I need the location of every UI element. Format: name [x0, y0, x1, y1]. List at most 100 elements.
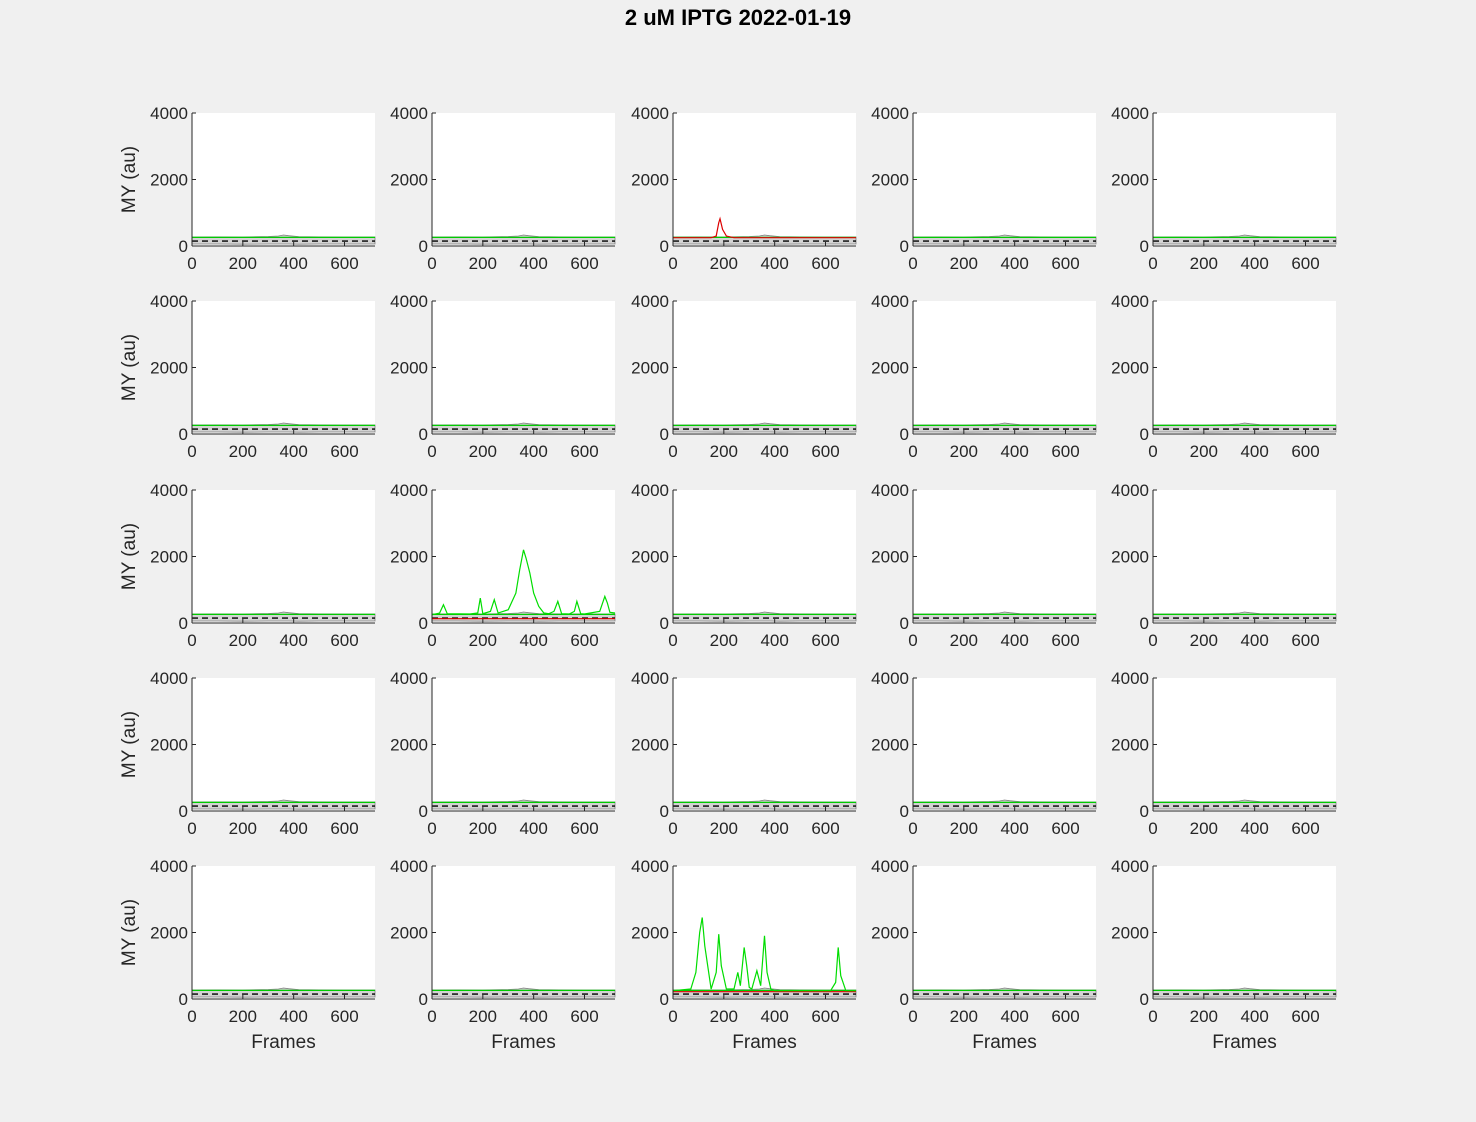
x-tick-label: 200 [469, 254, 497, 273]
y-tick-label: 4000 [150, 104, 188, 123]
y-tick-label: 2000 [631, 548, 669, 567]
plot-area [192, 866, 375, 999]
x-tick-label: 600 [1051, 254, 1079, 273]
x-tick-label: 400 [519, 819, 547, 838]
x-tick-label: 0 [668, 631, 677, 650]
y-tick-label: 2000 [390, 924, 428, 943]
x-tick-label: 400 [760, 1007, 788, 1026]
x-tick-label: 400 [1240, 442, 1268, 461]
y-axis-label: MY (au) [119, 334, 140, 401]
plot-area [192, 113, 375, 246]
plot-area [1153, 866, 1336, 999]
y-tick-label: 0 [179, 614, 188, 633]
green-trace [672, 917, 856, 992]
y-tick-label: 2000 [871, 171, 909, 190]
x-tick-label: 600 [330, 254, 358, 273]
x-tick-label: 200 [229, 1007, 257, 1026]
subplot-r4c1: 0 2000 4000 0 200 400 600 MY (au) [119, 669, 376, 838]
x-tick-label: 600 [330, 1007, 358, 1026]
x-tick-label: 0 [668, 1007, 677, 1026]
y-tick-label: 2000 [150, 171, 188, 190]
y-tick-label: 0 [1140, 802, 1149, 821]
x-tick-label: 0 [908, 631, 917, 650]
x-tick-label: 600 [1291, 631, 1319, 650]
y-tick-label: 2000 [150, 548, 188, 567]
x-tick-label: 0 [1148, 254, 1157, 273]
y-tick-label: 2000 [631, 924, 669, 943]
x-tick-label: 0 [908, 442, 917, 461]
y-tick-label: 0 [419, 990, 428, 1009]
y-tick-label: 2000 [390, 548, 428, 567]
x-tick-label: 400 [519, 1007, 547, 1026]
subplot-r1c1: 0 2000 4000 0 200 400 600 MY (au) [119, 104, 376, 273]
subplot-r4c4: 0 2000 4000 0 200 400 600 [871, 669, 1097, 838]
plot-area [673, 301, 856, 434]
x-tick-label: 0 [668, 254, 677, 273]
y-tick-label: 4000 [1111, 292, 1149, 311]
y-tick-label: 0 [660, 425, 669, 444]
y-tick-label: 2000 [631, 171, 669, 190]
plot-area [192, 678, 375, 811]
x-tick-label: 200 [1190, 1007, 1218, 1026]
plot-area [1153, 301, 1336, 434]
subplot-r1c2: 0 2000 4000 0 200 400 600 [390, 104, 616, 273]
plot-area [913, 866, 1096, 999]
y-tick-label: 0 [179, 425, 188, 444]
subplot-r5c4: 0 2000 4000 0 200 400 600 Frames [871, 857, 1097, 1053]
x-tick-label: 200 [710, 819, 738, 838]
y-tick-label: 2000 [1111, 924, 1149, 943]
y-tick-label: 4000 [390, 857, 428, 876]
x-tick-label: 600 [811, 442, 839, 461]
x-tick-label: 400 [519, 254, 547, 273]
y-tick-label: 2000 [150, 736, 188, 755]
x-tick-label: 200 [229, 442, 257, 461]
subplot-r3c4: 0 2000 4000 0 200 400 600 [871, 481, 1097, 650]
y-tick-label: 4000 [390, 669, 428, 688]
y-tick-label: 4000 [390, 104, 428, 123]
subplot-r3c1: 0 2000 4000 0 200 400 600 MY (au) [119, 481, 376, 650]
subplot-r5c1: 0 2000 4000 0 200 400 600 MY (au) Frames [119, 857, 376, 1053]
plot-area [192, 490, 375, 623]
y-tick-label: 4000 [871, 104, 909, 123]
subplot-r3c3: 0 2000 4000 0 200 400 600 [631, 481, 857, 650]
green-trace [431, 549, 616, 616]
plot-area [913, 490, 1096, 623]
y-tick-label: 4000 [631, 857, 669, 876]
x-tick-label: 400 [1240, 254, 1268, 273]
x-tick-label: 200 [950, 254, 978, 273]
y-tick-label: 4000 [390, 481, 428, 500]
y-tick-label: 0 [660, 237, 669, 256]
y-tick-label: 2000 [390, 359, 428, 378]
x-axis-label: Frames [251, 1032, 315, 1053]
plot-area [1153, 490, 1336, 623]
x-tick-label: 600 [570, 442, 598, 461]
y-tick-label: 4000 [1111, 104, 1149, 123]
y-tick-label: 4000 [150, 669, 188, 688]
x-tick-label: 600 [1291, 442, 1319, 461]
x-tick-label: 600 [811, 254, 839, 273]
y-axis-label: MY (au) [119, 146, 140, 213]
plot-area [432, 301, 615, 434]
x-tick-label: 0 [1148, 442, 1157, 461]
y-tick-label: 0 [179, 802, 188, 821]
x-tick-label: 200 [710, 1007, 738, 1026]
y-tick-label: 4000 [390, 292, 428, 311]
y-tick-label: 0 [1140, 237, 1149, 256]
x-tick-label: 0 [1148, 1007, 1157, 1026]
y-tick-label: 2000 [390, 736, 428, 755]
plot-area [913, 113, 1096, 246]
x-tick-label: 600 [1051, 442, 1079, 461]
x-tick-label: 600 [811, 631, 839, 650]
y-tick-label: 0 [1140, 614, 1149, 633]
x-tick-label: 400 [1000, 1007, 1028, 1026]
x-tick-label: 0 [908, 254, 917, 273]
plot-area [673, 113, 856, 246]
x-tick-label: 600 [570, 1007, 598, 1026]
red-trace [673, 216, 856, 239]
x-tick-label: 0 [427, 631, 436, 650]
y-tick-label: 4000 [631, 292, 669, 311]
subplot-r2c3: 0 2000 4000 0 200 400 600 [631, 292, 857, 461]
x-tick-label: 200 [950, 631, 978, 650]
y-tick-label: 0 [179, 237, 188, 256]
